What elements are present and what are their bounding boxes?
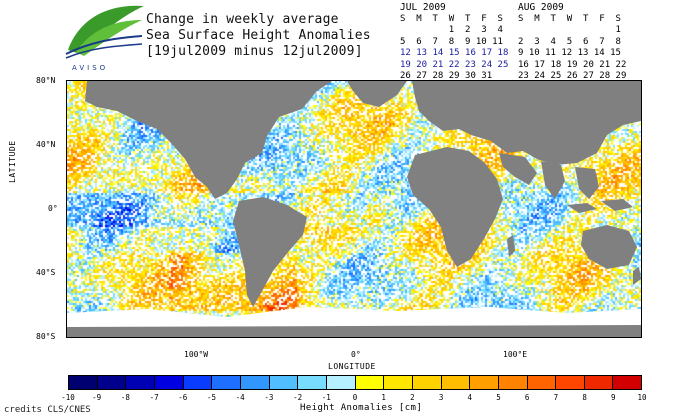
colorbar-tick-label: 8 — [582, 393, 587, 402]
colorbar-swatch — [355, 376, 385, 389]
colorbar-swatch — [326, 376, 356, 389]
landmass-antarctica — [67, 325, 641, 337]
colorbar-swatch — [97, 376, 127, 389]
colorbar-swatch — [269, 376, 299, 389]
colorbar-tick-label: 7 — [553, 393, 559, 402]
calendar-month-title: JUL 2009 — [400, 2, 446, 13]
calendar-week-row: 19 20 21 22 23 24 25 — [400, 59, 509, 70]
colorbar-tick-label: -3 — [264, 393, 274, 402]
colorbar-tick-label: -5 — [206, 393, 217, 402]
colorbar-tick-label: -7 — [149, 393, 159, 402]
colorbar-swatch — [240, 376, 270, 389]
colorbar-swatch — [384, 376, 413, 389]
sea-surface-height-map — [66, 80, 642, 338]
landmass-australia — [581, 225, 637, 269]
colorbar-swatch — [183, 376, 213, 389]
colorbar-tick-label: 3 — [438, 393, 444, 402]
calendar-month-title: AUG 2009 — [518, 2, 564, 13]
title-line-2: Sea Surface Height Anomalies — [146, 28, 371, 43]
lon-tick-100w: 100°W — [184, 350, 209, 359]
lat-tick-40n: 40°N — [36, 140, 56, 149]
colorbar-tick-label: 9 — [611, 393, 616, 402]
lat-tick-40s: 40°S — [36, 268, 56, 277]
colorbar-swatch — [154, 376, 184, 389]
longitude-axis-label: LONGITUDE — [328, 362, 376, 371]
colorbar-swatch — [556, 376, 585, 389]
landmass-southeast-asia — [575, 167, 599, 199]
svg-text:AVISO: AVISO — [72, 64, 108, 72]
calendar-week-row: 16 17 18 19 20 21 22 — [518, 59, 627, 70]
landmass-africa — [407, 147, 503, 267]
colorbar-swatch — [126, 376, 155, 389]
landmass-madagascar — [507, 235, 515, 257]
calendar-week-row: 12 13 14 15 16 17 18 — [400, 48, 509, 58]
title-line-3: [19jul2009 minus 12jul2009] — [146, 44, 363, 59]
colorbar-tick-label: 4 — [467, 393, 473, 402]
colorbar-tick-label: -4 — [235, 393, 245, 402]
calendar-week-row: 23 24 25 26 27 28 29 — [518, 71, 627, 81]
calendar-weekday-header: S M T W T F S — [400, 13, 503, 24]
colorbar-swatch — [470, 376, 499, 389]
landmass-south-america — [233, 197, 307, 307]
calendar-week-row: 5 6 7 8 9 10 11 — [400, 36, 503, 47]
calendar-week-row: 9 10 11 12 13 14 15 — [518, 48, 621, 58]
colorbar-tick-label: -6 — [178, 393, 188, 402]
lon-tick-0: 0° — [351, 350, 361, 359]
colorbar-swatch — [584, 376, 614, 389]
landmass-new-zealand — [633, 267, 641, 285]
landmass-overlay — [67, 81, 641, 337]
colorbar-tick-label: -10 — [61, 393, 75, 402]
colorbar-tick-label: 0 — [352, 393, 358, 402]
lat-tick-80n: 80°N — [36, 76, 56, 85]
calendar-week-row: 26 27 28 29 30 31 — [400, 71, 493, 81]
colorbar-tick-label: -8 — [120, 393, 130, 402]
colorbar-tick-label: -2 — [293, 393, 303, 402]
landmass-indonesia — [567, 199, 633, 213]
colorbar-swatch — [498, 376, 528, 389]
colorbar-swatch — [212, 376, 241, 389]
colorbar — [68, 375, 642, 390]
calendar-week-row: 2 3 4 5 6 7 8 — [518, 36, 621, 47]
aviso-logo: AVISO — [65, 5, 144, 72]
calendar-week-row: 1 — [518, 25, 621, 35]
colorbar-swatch — [412, 376, 442, 389]
colorbar-title: Height Anomalies [cm] — [300, 403, 423, 413]
lon-tick-100e: 100°E — [503, 350, 528, 359]
colorbar-swatch — [441, 376, 471, 389]
colorbar-swatch — [613, 376, 642, 389]
colorbar-tick-label: 1 — [381, 393, 386, 402]
lat-tick-0: 0° — [48, 204, 58, 213]
title-line-1: Change in weekly average — [146, 12, 339, 27]
colorbar-swatch — [298, 376, 327, 389]
colorbar-swatch — [527, 376, 557, 389]
colorbar-tick-label: 2 — [410, 393, 415, 402]
credits: credits CLS/CNES — [4, 405, 91, 415]
landmass-europe-asia — [412, 81, 641, 165]
latitude-axis-label: LATITUDE — [8, 140, 17, 183]
colorbar-tick-label: 6 — [524, 393, 530, 402]
lat-tick-80s: 80°S — [36, 332, 56, 341]
landmass-arabia-india — [499, 153, 565, 199]
landmass-north-america — [85, 81, 332, 199]
colorbar-tick-label: -1 — [321, 393, 331, 402]
landmass-greenland — [347, 81, 407, 107]
colorbar-tick-label: 10 — [637, 393, 647, 402]
colorbar-swatch — [69, 376, 98, 389]
calendar-weekday-header: S M T W T F S — [518, 13, 621, 24]
colorbar-tick-label: -9 — [92, 393, 102, 402]
colorbar-tick-label: 5 — [496, 393, 501, 402]
calendar-week-row: 1 2 3 4 — [400, 25, 503, 35]
